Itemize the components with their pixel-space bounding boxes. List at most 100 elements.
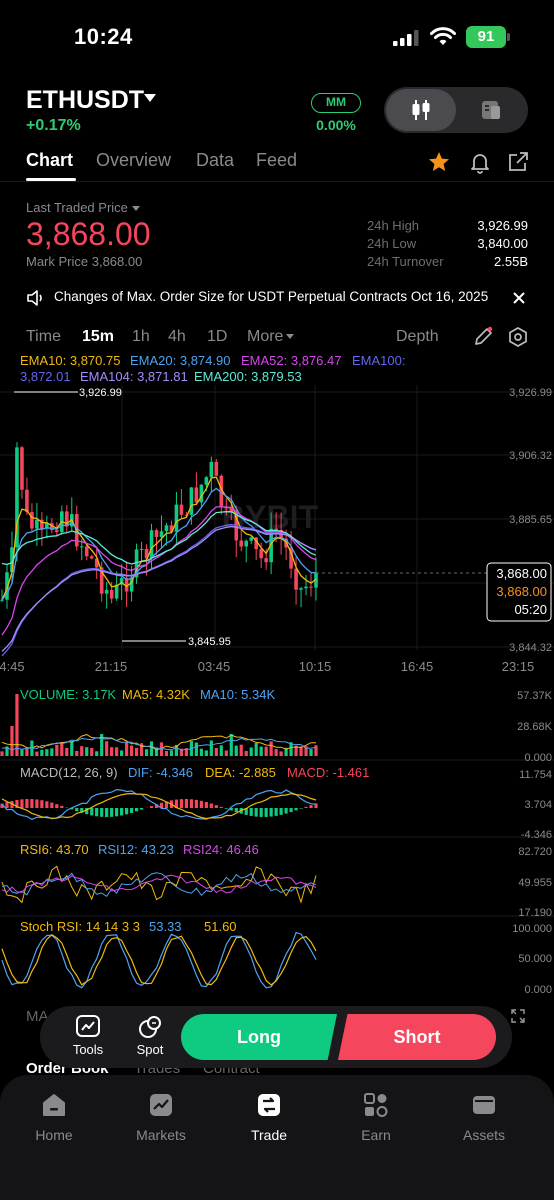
spot-button[interactable]: Spot: [125, 1014, 175, 1057]
volume-bar: [314, 745, 318, 756]
candle-body: [314, 573, 318, 588]
candle-body: [129, 577, 134, 592]
legend-ema100-value: 3,872.01: [20, 369, 71, 384]
interval-more[interactable]: More: [247, 328, 295, 346]
markets-icon: [150, 1094, 172, 1116]
stoch-y-tick: 100.000: [512, 923, 552, 935]
share-icon[interactable]: [506, 150, 530, 174]
legend-ema52: EMA52: 3,876.47: [241, 353, 342, 368]
trade-icon: [258, 1094, 280, 1116]
candle-body: [264, 558, 268, 563]
candle-body: [254, 537, 258, 550]
volume-bar: [204, 750, 208, 756]
tab-overview[interactable]: Overview: [96, 150, 172, 170]
bottom-navigation: Home Markets Trade Earn Assets: [0, 1075, 554, 1200]
rsi-y-tick: 82.720: [518, 846, 552, 858]
volume-bar: [90, 748, 94, 756]
macd-histogram-bar: [314, 803, 318, 808]
macd-histogram-bar: [299, 808, 303, 809]
price-summary: Last Traded Price 3,868.00 Mark Price 3,…: [0, 190, 554, 280]
volume-bar: [269, 741, 273, 756]
rsi-pane: [1, 865, 317, 904]
candle-body: [179, 504, 184, 515]
wifi-icon: [430, 27, 456, 45]
caret-down-icon[interactable]: [144, 94, 156, 102]
home-icon: [43, 1094, 65, 1116]
candle-body: [214, 461, 219, 476]
interval-15m[interactable]: 15m: [82, 328, 115, 345]
star-icon[interactable]: [427, 150, 451, 174]
kline-chart[interactable]: BYBIT 3,926.99 3,845.95 3,868.00 3,868.0…: [0, 350, 554, 1010]
bell-icon[interactable]: [468, 150, 492, 174]
macd-histogram-bar: [229, 808, 233, 811]
symbol-selector[interactable]: ETHUSDT: [26, 86, 145, 114]
announcement-banner[interactable]: Changes of Max. Order Size for USDT Perp…: [0, 282, 554, 314]
stoch-k-line: [1, 931, 317, 989]
candle-body: [124, 578, 129, 592]
status-time: 10:24: [74, 24, 133, 49]
x-tick: 21:15: [95, 659, 128, 674]
caret-down-icon: [131, 206, 140, 212]
nav-trade[interactable]: Trade: [229, 1091, 309, 1143]
interval-4h[interactable]: 4h: [168, 328, 186, 345]
tab-feed[interactable]: Feed: [256, 150, 298, 170]
x-tick: 03:45: [198, 659, 231, 674]
stat-24h-turnover-value: 2.55B: [494, 254, 528, 269]
tab-chart[interactable]: Chart: [26, 150, 74, 170]
macd-histogram-bar: [269, 808, 273, 817]
countdown-tag: 05:20: [514, 602, 547, 617]
volume-bar: [239, 744, 243, 756]
close-icon[interactable]: [511, 290, 527, 306]
interval-time[interactable]: Time: [26, 328, 61, 345]
stat-24h-high-value: 3,926.99: [477, 218, 528, 233]
macd-histogram-bar: [115, 808, 119, 817]
chart-settings-icon[interactable]: [507, 326, 529, 348]
nav-earn[interactable]: Earn: [336, 1091, 416, 1143]
macd-histogram-bar: [289, 808, 293, 813]
tools-button[interactable]: Tools: [63, 1014, 113, 1057]
candle-body: [259, 549, 263, 559]
nav-home[interactable]: Home: [14, 1091, 94, 1143]
macd-histogram-bar: [164, 801, 169, 808]
interval-1d[interactable]: 1D: [207, 328, 228, 345]
legend-rsi12: RSI12: 43.23: [98, 842, 174, 857]
view-toggle[interactable]: [384, 87, 528, 133]
candlestick-icon[interactable]: [409, 98, 433, 122]
candle-body: [239, 540, 244, 547]
detail-tabs: Chart Overview Data Feed: [0, 146, 554, 182]
depth-button[interactable]: Depth: [396, 328, 439, 345]
signal-icon: [393, 30, 419, 46]
volume-bar: [304, 746, 308, 756]
candle-body: [104, 589, 109, 594]
short-button[interactable]: Short: [338, 1014, 496, 1060]
draw-tool-icon[interactable]: [472, 326, 494, 348]
rsi-y-tick: 49.955: [518, 877, 552, 889]
candle-body: [169, 525, 174, 532]
tab-data[interactable]: Data: [196, 150, 235, 170]
interval-1h[interactable]: 1h: [132, 328, 150, 345]
macd-histogram-bar: [149, 806, 154, 808]
mm-badge[interactable]: MM: [311, 93, 361, 113]
vol-y-tick: 28.68K: [517, 721, 553, 733]
last-traded-label[interactable]: Last Traded Price: [26, 200, 140, 215]
rsi-y-tick: 17.190: [518, 907, 552, 919]
announcement-text[interactable]: Changes of Max. Order Size for USDT Perp…: [54, 289, 489, 304]
rsi6-line: [1, 865, 317, 904]
candle-body: [199, 484, 204, 503]
candle-body: [249, 537, 254, 541]
candle-body: [134, 549, 139, 578]
macd-histogram-bar: [75, 808, 79, 812]
stat-24h-turnover-label: 24h Turnover: [367, 254, 444, 269]
macd-histogram-bar: [309, 805, 313, 808]
macd-histogram-bar: [125, 808, 129, 815]
expand-icon[interactable]: [510, 1008, 526, 1024]
nav-assets[interactable]: Assets: [444, 1091, 524, 1143]
toggle-chart-active[interactable]: [386, 89, 456, 131]
candle-body: [139, 548, 144, 550]
low-marker-label: 3,845.95: [188, 636, 231, 648]
orderbook-icon[interactable]: [480, 99, 502, 121]
macd-histogram-bar: [274, 808, 278, 816]
macd-histogram-bar: [100, 808, 104, 817]
long-button[interactable]: Long: [181, 1014, 337, 1060]
nav-markets[interactable]: Markets: [121, 1091, 201, 1143]
